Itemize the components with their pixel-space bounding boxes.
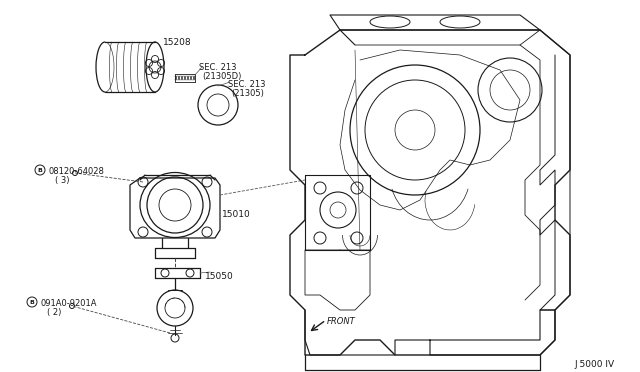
Text: ( 2): ( 2) [47, 308, 61, 317]
Text: B: B [38, 167, 42, 173]
Text: 15010: 15010 [222, 210, 251, 219]
Text: (21305D): (21305D) [202, 72, 241, 81]
Text: SEC. 213: SEC. 213 [228, 80, 266, 89]
Text: SEC. 213: SEC. 213 [199, 63, 237, 72]
Text: 091A0-9201A: 091A0-9201A [40, 299, 97, 308]
Text: B: B [29, 299, 35, 305]
Text: 15208: 15208 [163, 38, 191, 47]
Text: ( 3): ( 3) [55, 176, 70, 185]
Text: FRONT: FRONT [327, 317, 356, 326]
Text: (21305): (21305) [231, 89, 264, 98]
Text: 08120-64028: 08120-64028 [48, 167, 104, 176]
Text: 15050: 15050 [205, 272, 234, 281]
Text: J 5000 IV: J 5000 IV [574, 360, 614, 369]
